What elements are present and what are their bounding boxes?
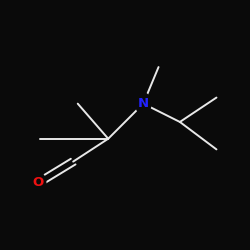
Text: N: N (138, 97, 149, 110)
Text: O: O (32, 176, 44, 190)
Ellipse shape (30, 172, 46, 194)
Ellipse shape (135, 92, 152, 115)
